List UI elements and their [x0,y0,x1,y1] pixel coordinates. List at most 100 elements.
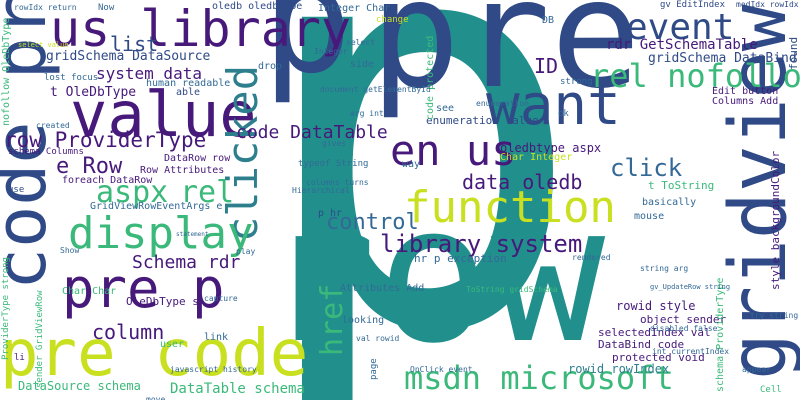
word-want: want [486,73,621,138]
word-data-oledb: data oledb [462,170,583,194]
word-databind-code: DataBind code [598,338,685,351]
word-providertype-strong: ProviderType strong [1,257,11,360]
word-typeof-string: typeof String [298,159,369,169]
word-page: page [369,358,379,380]
word-sender-gridviewrow: sender GridViewRow [35,290,45,388]
word-oledbtype: t OleDbType [50,85,137,100]
word-found: found [787,36,800,70]
word-looking: looking [342,315,385,326]
word-value: value [70,78,257,151]
word-p-mid: p [262,0,353,107]
word-rel: rel [180,175,235,210]
word-db: DB [542,15,555,26]
word-mouse: mouse [634,211,665,222]
word-li: li [14,353,25,363]
word-oledbtype-aspx: oledbtype aspx [500,141,602,155]
word-char-integer: Char Integer [500,152,573,163]
word-hierarchical: Hierarchical [292,186,350,195]
word-document-getelementbyid: document getElementById [320,85,431,94]
word-rowid-rowindex: rowid rowIndex [568,362,670,376]
word-use: use [8,185,25,195]
word-ok: ok [558,109,569,119]
word-e-row: e Row [56,154,123,179]
word-statement: statement [176,231,209,238]
word-change: change [376,15,409,25]
word-integer: Integer [314,47,348,56]
word-en-us: en us [390,126,517,175]
word-basically: basically [642,197,697,208]
word-id: ID [534,54,559,78]
word-selectedindex-val: selectedIndex val [598,326,711,339]
word-schema-columns: schema Columns [8,147,84,157]
word-gives: gives [322,139,347,148]
word-oledbtype-small: OleDbType s [126,295,199,308]
word-nofollow-oledbtype: nofollow OleDbType [1,17,12,126]
word-p-large: p [250,0,588,400]
word-function: function [404,182,616,233]
word-integer-char: Integer Char [318,3,391,14]
word-gridschema-datasource: gridSchema DataSource [46,49,211,64]
word-rowidx-return: rowIdx return [14,3,77,12]
word-code-datatable: code DataTable [236,122,388,143]
word-user: user [160,339,185,350]
word-link: link [204,332,229,343]
word-drop: drop [258,61,283,72]
word-move: move [146,395,166,400]
word-able: able [176,87,201,98]
word-row-attributes: Row Attributes [140,165,225,176]
word-control: control [326,210,419,235]
word-now: Now [98,3,115,13]
word-side: side [350,59,375,70]
word-pre-p: pre p [62,257,225,320]
word-gridschema-databind: gridSchema DataBind [648,51,797,66]
word-select-value: select value [18,41,69,49]
word-protected-void: protected void [612,351,705,364]
word-datarow-row: DataRow row [164,153,231,164]
word-rendered: rendered [572,253,611,262]
word-modidx-rowidx: modIdx rowIdx [736,0,799,9]
word-columns-turns: columns turns [306,178,369,187]
word-p-hr: p hr [318,208,343,219]
word-pre: pre [370,0,641,122]
word-us-library: us library [50,0,352,58]
word-onclick-event: OnClick event [410,365,473,374]
word-way: way [402,159,421,170]
word-oledb-oledbtype: oledb oledbtype [212,1,303,12]
word-try-string: try string [750,311,799,320]
word-schema-rdr: Schema rdr [132,252,241,273]
word-foreach-datarow: foreach DataRow [62,175,153,186]
word-int-currentindex: int currentIndex [652,347,730,356]
word-edit-button: Edit button [712,86,779,97]
word-show: Show [60,246,80,255]
word-rdr-getschematable: rdr GetSchemaTable [606,37,758,53]
word-enumeration: enumeration [476,99,529,108]
word-javascript-history: javascript history [170,365,257,374]
word-strong: strong [560,77,593,87]
word-code-protected: code protected [425,35,436,120]
word-disabled-false: disabled false [650,324,718,333]
word-human-readable: human readable [146,78,231,89]
word-system-data: system data [96,64,202,83]
word-rel-nofollow: rel nofollow [590,57,800,95]
word-select: select [346,38,375,47]
word-column: column [92,320,165,344]
word-hr-p-exception: hr p exception [414,252,507,265]
word-schema-providertype: schema ProviderType [715,277,726,392]
word-msdn-microsoft: msdn microsoft [404,359,674,397]
word-rowid-style: rowid style [616,299,696,313]
word-pre-code-left: pre code [0,317,309,391]
word-val-rowid: val rowid [356,334,400,343]
word-play: play [236,247,256,256]
word-aspx: aspx [96,175,169,210]
word-display: display [68,208,254,259]
word-string-arg: string arg [640,264,689,273]
word-arg-int: arg int [350,109,384,118]
word-lost-focus: lost focus [44,73,99,83]
word-cell: Cell [760,385,782,395]
word-list: list [110,32,159,56]
word-datatable-schema: DataTable schema [170,381,305,397]
word-gridviewroweventargs: GridViewRowEventArgs e [90,201,223,212]
word-columns-add: Columns Add [712,96,779,107]
word-style-backgroundcolor: style backgroundColor [769,150,782,290]
